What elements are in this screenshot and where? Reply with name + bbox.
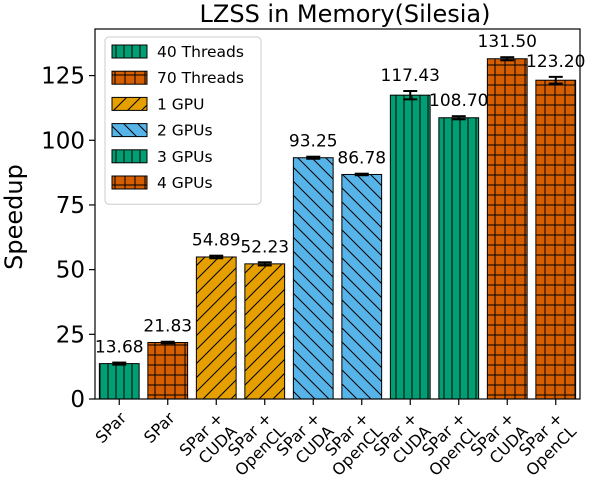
value-label-3: 54.89 [192,231,241,251]
value-label-8: 108.70 [429,91,488,111]
plot-frame [94,28,581,400]
bar-8 [438,117,480,400]
error-bar-1 [112,361,127,366]
bar-2 [147,342,189,400]
value-label-9: 131.50 [478,32,537,52]
legend-item-1: 40 Threads [111,43,244,61]
error-bar-2 [160,340,175,345]
value-label-6: 86.78 [337,149,386,169]
y-tick-label: 50 [56,258,85,284]
chart-title: LZSS in Memory(Silesia) [200,0,491,28]
bar-4 [244,263,286,400]
legend-item-6: 4 GPUs [111,174,213,192]
error-bar-4 [257,261,272,267]
error-bar-7 [403,90,418,101]
y-tick-label: 25 [56,322,85,348]
legend-item-5: 3 GPUs [111,148,213,166]
x-tick-label: SPar [92,408,131,447]
x-tick-label: SPar +OpenCL [509,408,580,479]
legend: 40 Threads 70 Threads 1 GPU 2 GPUs 3 GPUs 4 G… [104,36,262,205]
legend-label: 4 GPUs [157,174,213,192]
error-bar-9 [500,56,515,62]
value-label-7: 117.43 [381,66,440,86]
value-label-4: 52.23 [240,237,289,257]
legend-label: 70 Threads [157,69,244,87]
y-tick-label: 75 [56,193,85,219]
y-axis-label: Speedup [0,164,28,270]
error-bar-6 [354,172,369,177]
y-tick-label: 0 [70,387,85,413]
legend-item-4: 2 GPUs [111,122,213,140]
bar-10 [535,79,577,400]
legend-item-3: 1 GPU [111,95,205,113]
error-bar-5 [306,155,321,160]
error-bar-10 [548,75,563,85]
error-bar-8 [451,115,466,121]
legend-label: 2 GPUs [157,122,213,140]
bar-1 [98,363,140,400]
bar-3 [195,256,237,400]
value-label-5: 93.25 [289,132,338,152]
bar-7 [389,94,431,400]
legend-label: 40 Threads [157,43,244,61]
x-tick-label: SPar +OpenCL [412,408,483,479]
error-bar-3 [209,254,224,260]
bar-9 [486,58,528,400]
legend-item-2: 70 Threads [111,69,244,87]
y-tick-label: 100 [41,128,85,154]
legend-label: 3 GPUs [157,148,213,166]
value-label-2: 21.83 [143,317,192,337]
value-label-10: 123.20 [526,52,585,72]
legend-label: 1 GPU [157,95,205,113]
value-label-1: 13.68 [95,338,144,358]
bar-5 [292,157,334,400]
y-tick-label: 125 [41,64,85,90]
x-tick-label: SPar [140,408,179,447]
bar-6 [341,173,383,400]
